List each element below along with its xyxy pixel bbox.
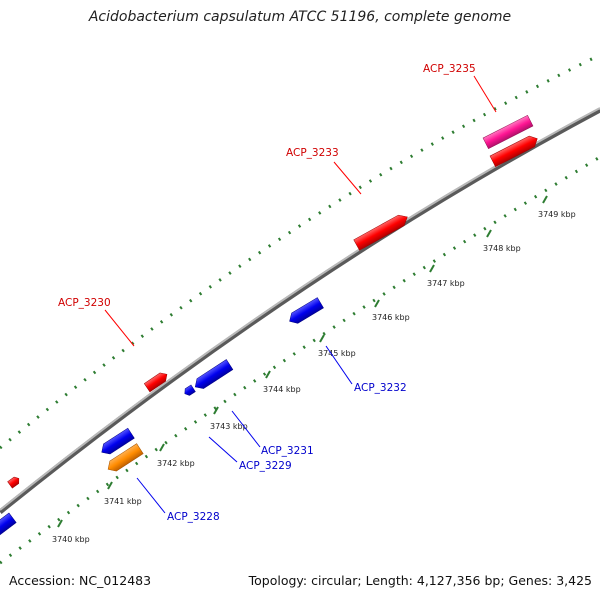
major-ticks xyxy=(57,195,548,528)
gene-label-ACP_3230: ACP_3230 xyxy=(58,297,111,309)
tick-label-3741: 3741 kbp xyxy=(104,497,142,506)
outer-tick-ring xyxy=(0,53,600,450)
gene-ACP_3228[interactable] xyxy=(105,443,144,475)
reverse-gene-edge[interactable] xyxy=(0,512,17,537)
tick-label-3742: 3742 kbp xyxy=(157,459,195,468)
forward-gene-3235-adjacent[interactable] xyxy=(489,133,540,168)
gene-label-ACP_3231: ACP_3231 xyxy=(261,445,314,457)
gene-ACP_3235[interactable] xyxy=(482,114,534,150)
gene-ACP_3232[interactable] xyxy=(286,297,324,327)
tick-label-3749: 3749 kbp xyxy=(538,210,576,219)
inner-tick-ring xyxy=(0,155,600,565)
gene-ACP_3230[interactable] xyxy=(143,370,169,393)
tick-labels: 3740 kbp 3741 kbp 3742 kbp 3743 kbp 3744… xyxy=(52,210,576,544)
gene-label-ACP_3235: ACP_3235 xyxy=(423,63,476,75)
gene-ACP_3228-blue[interactable] xyxy=(98,427,135,457)
gene-labels: ACP_3230 ACP_3233 ACP_3235 ACP_3228 ACP_… xyxy=(58,63,476,523)
genome-summary-text: Topology: circular; Length: 4,127,356 bp… xyxy=(248,573,592,588)
gene-label-ACP_3233: ACP_3233 xyxy=(286,147,339,159)
forward-gene-small[interactable] xyxy=(7,475,22,489)
gene-label-ACP_3229: ACP_3229 xyxy=(239,460,292,472)
tick-label-3746: 3746 kbp xyxy=(372,313,410,322)
gene-label-ACP_3228: ACP_3228 xyxy=(167,511,220,523)
gene-label-ACP_3232: ACP_3232 xyxy=(354,382,407,394)
map-title: Acidobacterium capsulatum ATCC 51196, co… xyxy=(88,9,512,25)
gene-ACP_3229[interactable] xyxy=(183,384,196,397)
tick-label-3744: 3744 kbp xyxy=(263,385,301,394)
tick-label-3745: 3745 kbp xyxy=(318,349,356,358)
tick-label-3748: 3748 kbp xyxy=(483,244,521,253)
leader-lines xyxy=(104,75,497,514)
gene-ACP_3231[interactable] xyxy=(192,359,234,392)
gene-ACP_3233[interactable] xyxy=(353,212,411,251)
accession-text: Accession: NC_012483 xyxy=(9,573,152,588)
tick-label-3747: 3747 kbp xyxy=(427,279,465,288)
tick-label-3743: 3743 kbp xyxy=(210,422,248,431)
tick-label-3740: 3740 kbp xyxy=(52,535,90,544)
